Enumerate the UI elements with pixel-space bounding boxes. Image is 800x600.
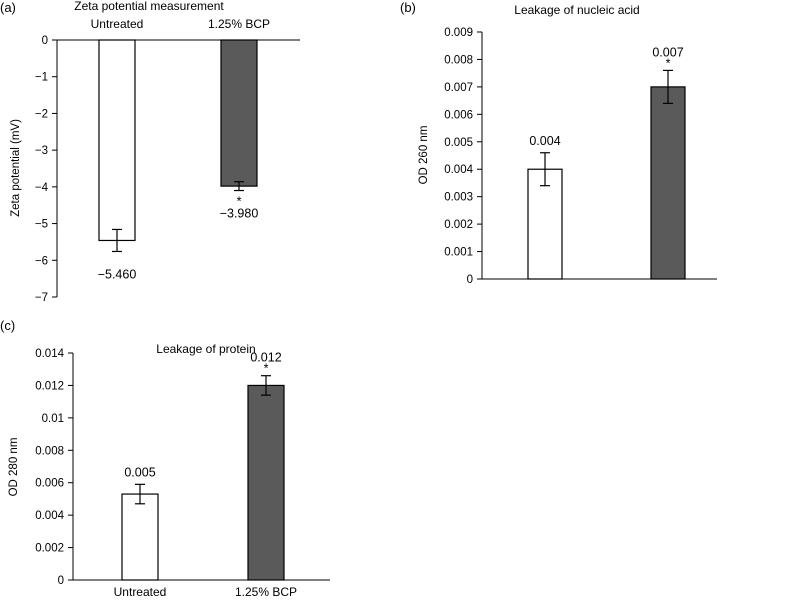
y-tick-label: −3 (35, 145, 48, 157)
y-tick-label: 0.009 (444, 27, 473, 39)
y-tick-label: 0.014 (35, 348, 64, 360)
y-axis-label: OD 260 nm (418, 126, 430, 185)
y-tick-label: 0.008 (35, 445, 64, 457)
y-tick-label: −2 (35, 108, 48, 120)
y-tick-label: −4 (35, 182, 49, 194)
y-tick-label: 0.002 (444, 219, 473, 231)
chart-title: Leakage of protein (156, 342, 255, 356)
data-label: 0.005 (124, 465, 155, 479)
data-label: −5.460 (98, 267, 137, 281)
y-tick-label: 0.01 (42, 413, 64, 425)
bar-bcp (220, 39, 258, 187)
y-axis-label: OD 280 nm (8, 438, 20, 497)
y-tick-label: −1 (35, 72, 48, 84)
significance-marker: * (666, 56, 671, 70)
y-tick-label: −7 (35, 292, 48, 304)
bar-untreated (98, 39, 136, 242)
bar-bcp (247, 384, 285, 581)
y-tick-label: 0.008 (444, 54, 473, 66)
y-tick-label: 0.006 (444, 109, 473, 121)
bar-untreated (527, 168, 563, 280)
y-tick-label: −5 (35, 219, 48, 231)
chart-panel-1: (b) Leakage of nucleic acid OD 260 nm 0 0.00… (400, 0, 717, 286)
chart-title: Zeta potential measurement (74, 0, 224, 13)
y-tick-label: 0.004 (35, 510, 64, 522)
panel-label: (a) (0, 0, 16, 15)
y-tick-label: 0.003 (444, 192, 473, 204)
y-tick-label: 0.007 (444, 82, 473, 94)
y-axis-label: Zeta potential (mV) (10, 119, 22, 217)
y-tick-label: −6 (35, 255, 48, 267)
category-label: 1.25% BCP (235, 585, 297, 599)
significance-marker: * (264, 362, 269, 376)
category-label: Untreated (114, 585, 167, 599)
chart-panel-2: (c) Leakage of protein OD 280 nm 0 0.002 0.00… (0, 318, 330, 599)
category-label: Untreated (91, 17, 144, 31)
data-label: 0.012 (250, 351, 281, 365)
chart-title: Leakage of nucleic acid (514, 3, 639, 17)
category-label: 1.25% BCP (208, 17, 270, 31)
bar-untreated (121, 493, 159, 581)
y-tick-label: 0.001 (444, 247, 473, 259)
y-tick-label: 0 (467, 274, 473, 286)
data-label: −3.980 (220, 207, 259, 221)
y-tick-label: 0.002 (35, 543, 64, 555)
panel-label: (b) (400, 0, 416, 15)
y-tick-label: 0 (58, 575, 64, 587)
panel-label: (c) (0, 318, 15, 333)
bar-bcp (650, 86, 686, 280)
data-label: 0.007 (652, 45, 683, 59)
y-tick-label: 0 (42, 35, 48, 47)
y-tick-label: 0.012 (35, 380, 64, 392)
data-label: 0.004 (529, 134, 560, 148)
y-tick-label: 0.004 (444, 164, 473, 176)
chart-panel-0: (a) Zeta potential measurement Zeta potent… (0, 0, 300, 304)
significance-marker: * (237, 195, 242, 209)
y-tick-label: 0.005 (444, 137, 473, 149)
y-tick-label: 0.006 (35, 478, 64, 490)
